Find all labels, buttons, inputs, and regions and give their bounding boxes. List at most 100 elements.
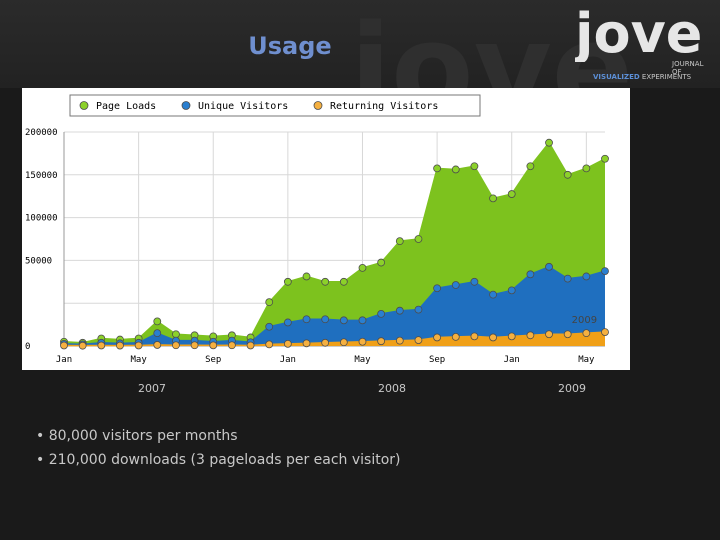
year-label-2007: 2007 bbox=[138, 382, 166, 395]
returning-visitors-point bbox=[545, 330, 553, 339]
unique-visitors-legend-label: Unique Visitors bbox=[198, 101, 288, 112]
page-loads-legend-marker bbox=[79, 101, 89, 110]
page-loads-point bbox=[545, 138, 553, 147]
page-loads-point bbox=[302, 272, 311, 281]
usage-chart-svg: 0 50000 100000 150000 200000 Jan May Sep Jan May S… bbox=[25, 94, 609, 365]
returning-visitors-point bbox=[451, 333, 460, 341]
page-loads-point bbox=[582, 164, 591, 173]
unique-visitors-point bbox=[414, 305, 423, 314]
page-loads-point bbox=[526, 162, 535, 171]
year-label-2009: 2009 bbox=[558, 382, 586, 395]
logo-tagline-experiments: EXPERIMENTS bbox=[641, 73, 692, 81]
x-tick-label: Jan bbox=[280, 355, 296, 365]
returning-visitors-point bbox=[134, 341, 143, 350]
y-tick-label: 50000 bbox=[25, 256, 52, 266]
returning-visitors-area bbox=[64, 332, 605, 346]
page-loads-point bbox=[358, 263, 367, 272]
unique-visitors-point bbox=[395, 306, 404, 315]
unique-visitors-point bbox=[582, 272, 591, 281]
slide-header bbox=[0, 0, 720, 88]
page-loads-point bbox=[153, 317, 162, 326]
unique-visitors-point bbox=[283, 318, 292, 327]
returning-visitors-point bbox=[563, 330, 572, 339]
unique-visitors-point bbox=[321, 315, 330, 324]
page-loads-point bbox=[265, 298, 274, 307]
logo-wordmark-text: jove bbox=[575, 4, 702, 62]
returning-visitors-point bbox=[470, 332, 479, 341]
slide-title: Usage bbox=[248, 32, 332, 60]
returning-visitors-point bbox=[283, 339, 292, 348]
unique-visitors-point bbox=[377, 309, 386, 318]
y-tick-label: 100000 bbox=[25, 214, 58, 224]
page-loads-point bbox=[563, 170, 572, 179]
returning-visitors-point bbox=[227, 341, 236, 350]
returning-visitors-legend-label: Returning Visitors bbox=[330, 101, 438, 112]
returning-visitors-point bbox=[97, 341, 106, 350]
year-label-2008: 2008 bbox=[378, 382, 406, 395]
unique-visitors-legend-marker bbox=[181, 101, 191, 110]
legend-box bbox=[69, 94, 481, 117]
bullet-item: 210,000 downloads (3 pageloads per each … bbox=[36, 448, 401, 472]
page-loads-point bbox=[433, 164, 442, 173]
y-tick-label: 150000 bbox=[25, 171, 58, 181]
unique-visitors-point bbox=[433, 284, 442, 293]
y-tick-label: 200000 bbox=[25, 128, 58, 138]
page-loads-point bbox=[172, 330, 180, 339]
page-loads-point bbox=[470, 162, 479, 171]
page-loads-point bbox=[507, 190, 516, 198]
jove-watermark-graphic: jove bbox=[350, 0, 633, 88]
x-tick-label: Jan bbox=[504, 355, 520, 365]
x-tick-label: Sep bbox=[205, 355, 221, 365]
returning-visitors-point bbox=[246, 341, 255, 350]
page-loads-point bbox=[601, 154, 609, 163]
returning-visitors-point bbox=[582, 329, 591, 338]
returning-visitors-point bbox=[153, 341, 162, 349]
returning-visitors-point bbox=[60, 341, 68, 350]
unique-visitors-point bbox=[358, 316, 367, 325]
returning-visitors-legend-marker bbox=[313, 101, 323, 110]
page-loads-line bbox=[63, 141, 606, 344]
svg-text:jove: jove bbox=[350, 0, 633, 88]
unique-visitors-point bbox=[153, 329, 162, 338]
x-tick-label: May bbox=[578, 355, 595, 365]
x-tick-label: Sep bbox=[429, 355, 445, 365]
bullet-item: 80,000 visitors per months bbox=[36, 424, 401, 448]
x-tick-label: May bbox=[130, 355, 147, 365]
bullet-list: 80,000 visitors per months 210,000 downl… bbox=[36, 424, 401, 472]
logo-tagline-visualized: VISUALIZED bbox=[593, 73, 640, 81]
x-tick-label: Jan bbox=[56, 355, 72, 365]
returning-visitors-point bbox=[358, 337, 367, 346]
unique-visitors-point bbox=[545, 262, 553, 271]
returning-visitors-point bbox=[526, 331, 535, 340]
page-loads-point bbox=[414, 235, 423, 243]
returning-visitors-point bbox=[339, 338, 348, 347]
unique-visitors-point bbox=[451, 281, 460, 289]
page-loads-point bbox=[339, 277, 348, 286]
page-loads-point bbox=[283, 277, 292, 286]
returning-visitors-point bbox=[507, 332, 516, 341]
returning-visitors-point bbox=[190, 341, 199, 350]
returning-visitors-point bbox=[172, 341, 180, 350]
page-loads-point bbox=[377, 258, 386, 267]
returning-visitors-point bbox=[321, 338, 330, 347]
page-loads-legend-label: Page Loads bbox=[96, 101, 156, 112]
returning-visitors-point bbox=[78, 341, 87, 350]
returning-visitors-point bbox=[601, 328, 609, 336]
returning-visitors-point bbox=[433, 333, 442, 342]
unique-visitors-point bbox=[339, 316, 348, 325]
returning-visitors-point bbox=[489, 333, 497, 342]
page-loads-point bbox=[451, 165, 460, 174]
logo-tagline-2: VISUALIZED EXPERIMENTS bbox=[593, 73, 713, 81]
unique-visitors-point bbox=[526, 270, 535, 279]
returning-visitors-point bbox=[302, 339, 311, 348]
returning-visitors-point bbox=[414, 336, 423, 345]
returning-visitors-point bbox=[395, 336, 404, 345]
page-loads-point bbox=[321, 277, 330, 286]
usage-chart: 0 50000 100000 150000 200000 Jan May Sep Jan May S… bbox=[22, 88, 630, 370]
unique-visitors-point bbox=[470, 277, 479, 286]
jove-logo-wordmark: jove bbox=[575, 4, 702, 62]
unique-visitors-point bbox=[302, 315, 311, 324]
logo-tagline-1: JOURNAL OF bbox=[672, 60, 704, 76]
page-loads-point bbox=[395, 237, 404, 246]
returning-visitors-point bbox=[265, 340, 274, 349]
